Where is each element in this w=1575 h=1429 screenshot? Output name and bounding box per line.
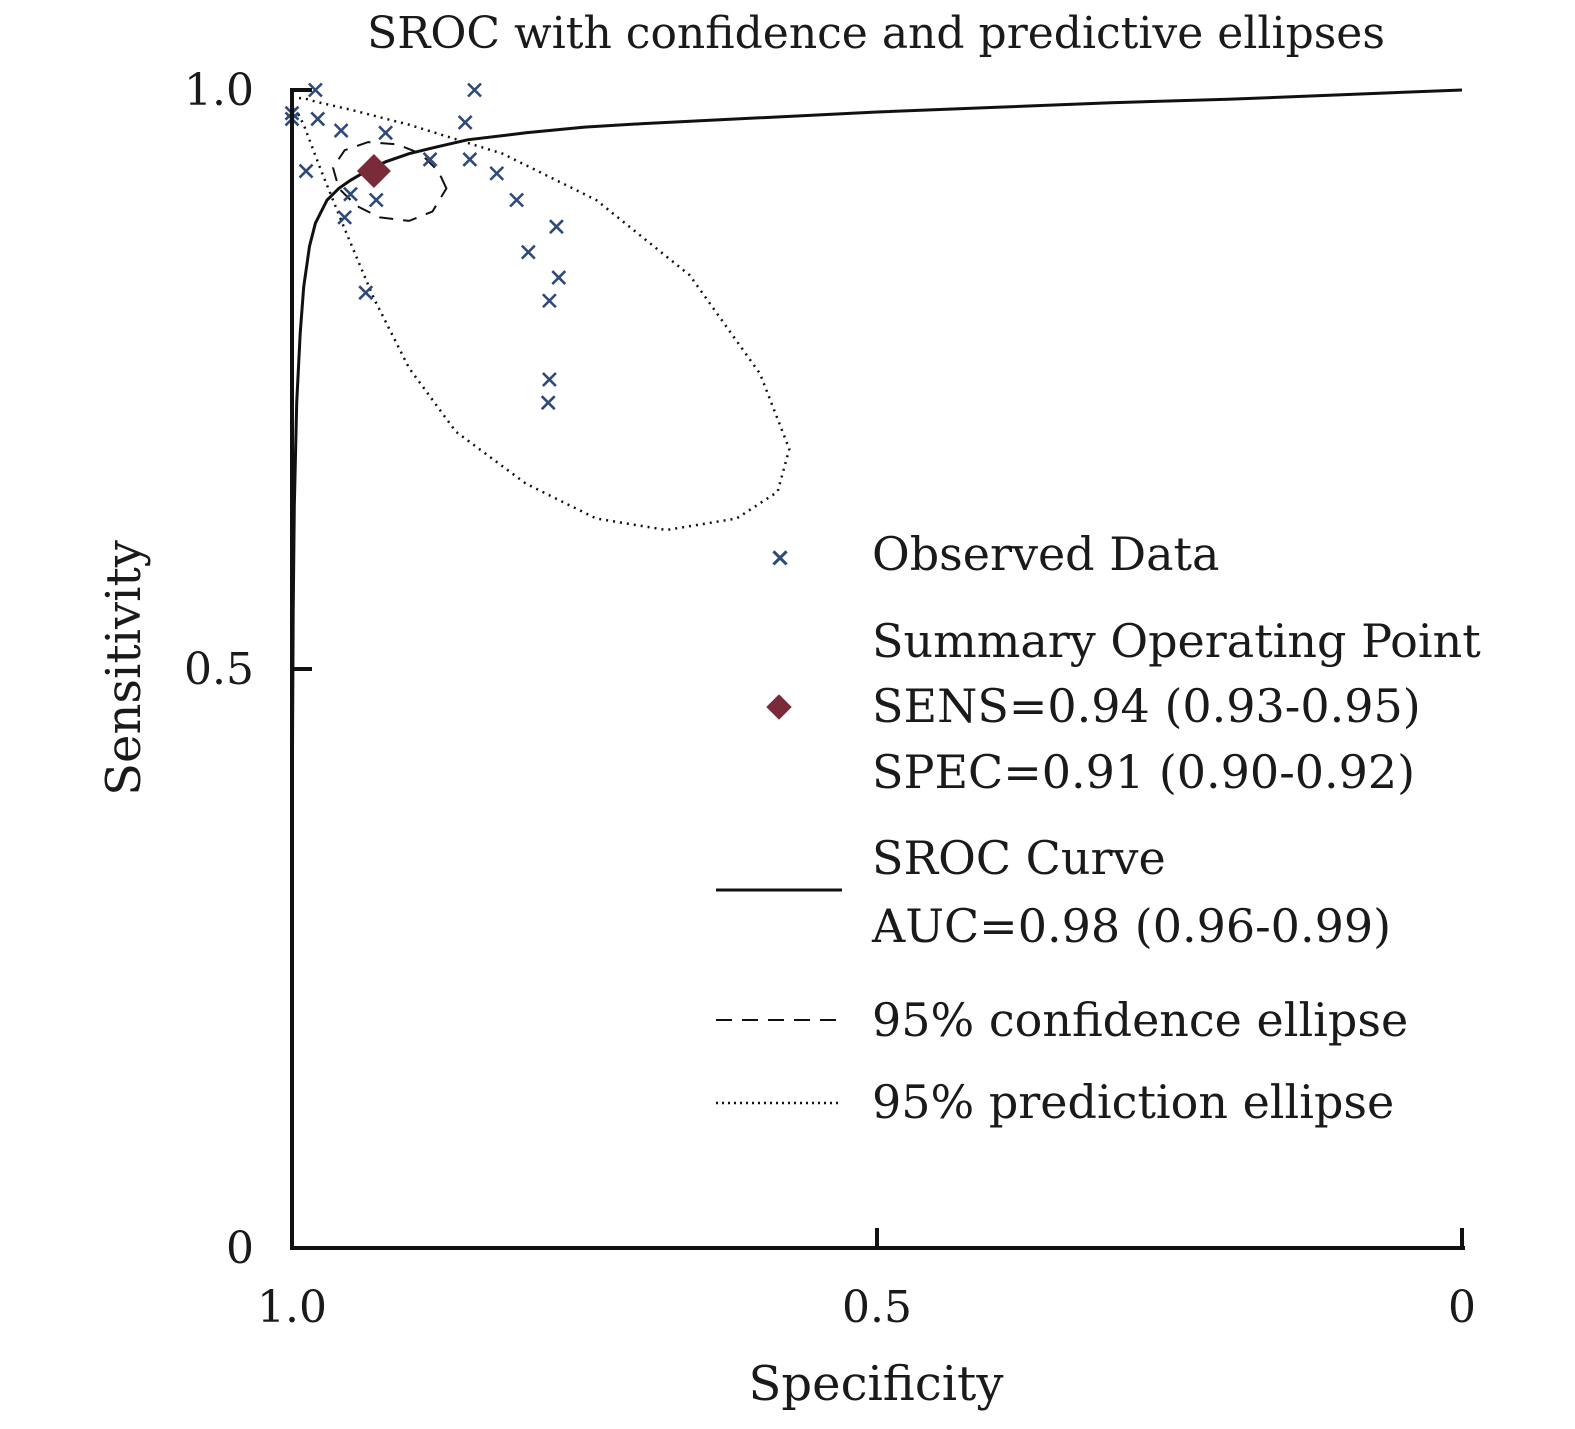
legend-observed-label: Observed Data [872,527,1219,581]
observed-point [333,123,349,138]
legend-summary-sens: SENS=0.94 (0.93-0.95) [872,679,1421,733]
summary-point [356,154,391,189]
legend-confidence-label: 95% confidence ellipse [872,993,1408,1047]
observed-point [509,192,525,208]
observed-point [549,219,564,235]
ticks-layer: 1.0 0.5 0 0 0.5 1.0 [184,65,1476,1333]
observed-point [540,395,556,411]
observed-point [310,111,326,127]
legend-sroc-label: SROC Curve [872,831,1166,885]
observed-point [368,192,384,208]
observed-point [489,165,505,181]
sroc-curve [290,88,1463,843]
observed-point [422,152,438,167]
x-tick-label: 1.0 [257,1282,327,1333]
legend-summary-label: Summary Operating Point [872,614,1481,668]
observed-point [378,125,394,141]
legend-summary-spec: SPEC=0.91 (0.90-0.92) [872,745,1415,799]
x-tick-label: 0 [1448,1282,1476,1333]
y-tick-label: 0.5 [184,644,254,695]
sroc-curve-layer [290,88,1463,843]
legend-prediction-label: 95% prediction ellipse [872,1075,1394,1129]
legend: × Observed Data Summary Operating Point … [716,527,1481,1129]
y-tick-label: 0 [226,1223,254,1274]
observed-point [457,115,473,130]
y-axis-title: Sensitivity [96,540,152,796]
y-tick-label: 1.0 [184,65,254,116]
x-tick-label: 0.5 [842,1282,912,1333]
summary-point-layer [356,154,391,189]
legend-sroc-auc: AUC=0.98 (0.96-0.99) [871,899,1391,953]
observed-point [343,186,358,202]
chart-title: SROC with confidence and predictive elli… [367,8,1385,59]
observed-point [298,163,314,179]
confidence-ellipse [331,141,448,222]
observed-point [307,82,323,98]
observed-point [337,209,353,225]
confidence-ellipse-layer [331,141,448,222]
observed-point [462,152,478,167]
observed-point [520,244,536,260]
legend-observed-marker: × [769,543,791,573]
observed-point [358,285,374,301]
observed-point [541,372,557,387]
observed-point [551,270,567,286]
legend-summary-marker [766,694,792,720]
observed-point [467,82,482,98]
observed-point [541,293,557,309]
x-axis-title: Specificity [749,1356,1004,1412]
